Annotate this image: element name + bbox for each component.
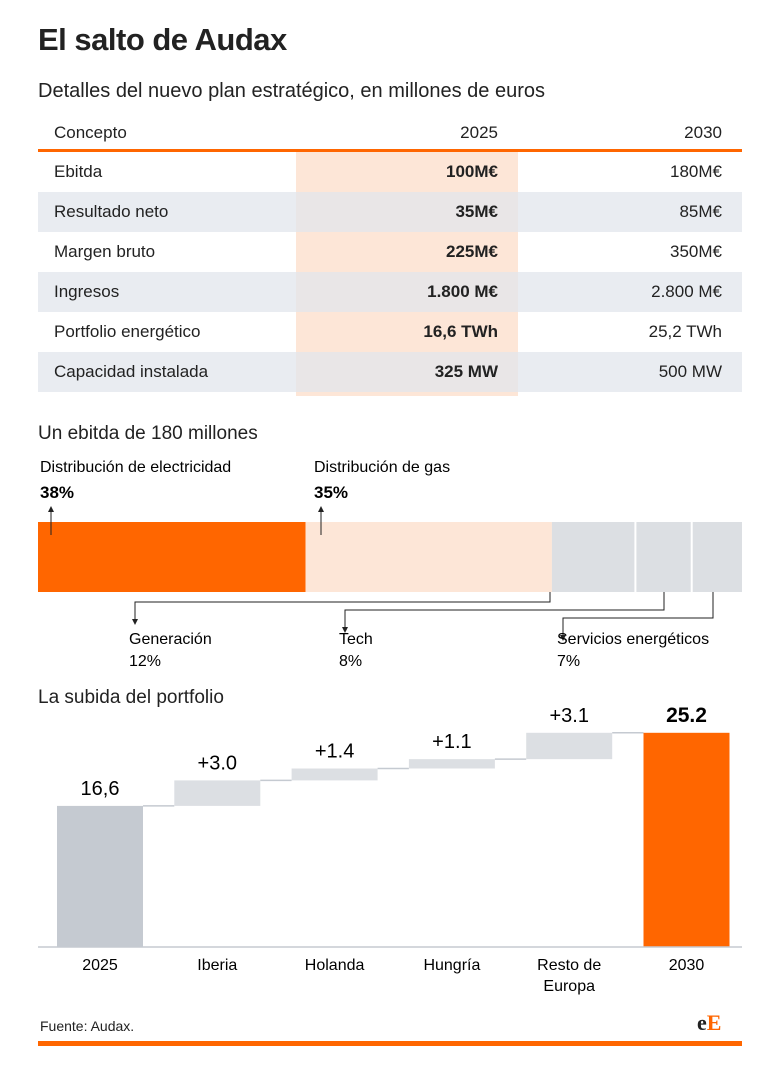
segment-2 [551,522,635,592]
row-concept: Ebitda [54,162,103,181]
page-subtitle: Detalles del nuevo plan estratégico, en … [38,80,545,102]
segment-0 [38,522,306,592]
x-tick-label: 2025 [82,957,118,974]
segment-percent: 7% [557,653,580,670]
publisher-logo: eE [697,1010,722,1035]
header-2030: 2030 [684,122,722,142]
value-label: +1.1 [432,731,471,753]
x-tick-label: Resto de [537,957,601,974]
arrow-head-icon [342,627,348,633]
value-label: +1.4 [315,741,354,763]
header-2025: 2025 [460,122,498,142]
value-label: +3.1 [549,705,588,727]
segment-percent: 35% [314,483,348,502]
row-value-2030: 500 MW [658,362,722,381]
row-concept: Margen bruto [54,242,156,261]
table-row: Ingresos 1.800 M€ 2.800 M€ [38,272,742,312]
waterfall-bar [643,732,730,947]
row-value-2030: 25,2 TWh [648,322,722,341]
header-concepto: Concepto [54,122,127,142]
segment-label: Generación [129,631,212,648]
row-value-2025: 1.800 M€ [427,282,498,301]
row-value-2030: 180M€ [670,162,722,181]
segment-1 [305,522,552,592]
value-label: +3.0 [198,752,237,774]
x-tick-label: 2030 [669,957,705,974]
row-concept: Resultado neto [54,202,169,221]
x-tick-label: Europa [543,978,595,995]
connector-line [562,592,714,638]
row-value-2025: 16,6 TWh [423,322,498,341]
segment-percent: 12% [129,653,161,670]
segment-label: Distribución de gas [314,459,450,476]
table-row: Capacidad instalada 325 MW 500 MW [38,352,742,392]
connector-line [134,592,551,622]
waterfall-bar [57,805,143,947]
table-row: Ebitda 100M€ 180M€ [38,152,742,192]
row-value-2025: 100M€ [446,162,498,181]
row-value-2025: 225M€ [446,242,498,261]
segment-4 [692,522,742,592]
waterfall-bar [408,759,495,769]
segment-label: Servicios energéticos [557,631,709,648]
row-concept: Portfolio energético [54,322,201,341]
row-value-2030: 350M€ [670,242,722,261]
segment-3 [636,522,691,592]
footer-rule [38,1041,742,1046]
arrow-head-icon [48,506,54,512]
waterfall-bar [526,732,613,760]
portfolio-waterfall-chart: 16,6 +3.0 +1.4 +1.1 +3.1 25.2 2025 Iberia Holand… [38,704,742,995]
waterfall-bar [174,780,261,806]
x-tick-label: Holanda [305,957,365,974]
plan-table: Concepto 2025 2030 Ebitda 100M€ 180M€ Resul… [38,116,742,396]
ebitda-chart-title: Un ebitda de 180 millones [38,423,258,444]
waterfall-bar [291,768,378,781]
row-value-2025: 35M€ [455,202,498,221]
arrow-head-icon [560,635,566,641]
row-value-2025: 325 MW [434,362,498,381]
arrow-head-icon [132,619,138,625]
segment-percent: 38% [40,483,74,502]
segment-percent: 8% [339,653,362,670]
table-header: Concepto 2025 2030 [38,116,742,152]
segment-label: Distribución de electricidad [40,459,231,476]
portfolio-chart-title: La subida del portfolio [38,687,224,708]
arrow-head-icon [318,506,324,512]
table-row: Portfolio energético 16,6 TWh 25,2 TWh [38,312,742,352]
ebitda-stacked-bar: Distribución de electricidad 38% Distribuc… [38,459,742,670]
row-value-2030: 85M€ [679,202,722,221]
value-label: 16,6 [81,778,120,800]
connector-line [344,592,665,630]
segment-label: Tech [339,631,373,648]
x-tick-label: Iberia [197,957,237,974]
value-label: 25.2 [666,704,707,727]
row-value-2030: 2.800 M€ [651,282,722,301]
page-title: El salto de Audax [38,22,287,57]
table-row: Resultado neto 35M€ 85M€ [38,192,742,232]
table-row: Margen bruto 225M€ 350M€ [38,232,742,272]
source-note: Fuente: Audax. [40,1018,135,1034]
row-concept: Capacidad instalada [54,362,209,381]
x-tick-label: Hungría [423,957,480,974]
row-concept: Ingresos [54,282,120,301]
